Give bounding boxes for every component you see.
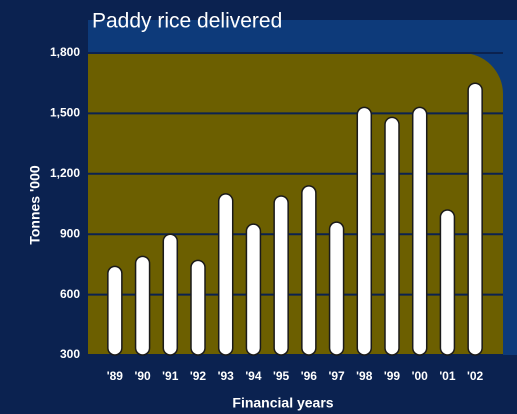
x-tick-label: '92 (190, 369, 207, 383)
bar (301, 185, 317, 356)
y-tick-label: 300 (60, 347, 80, 361)
y-axis-label: Tonnes '000 (27, 165, 43, 245)
bar (356, 106, 373, 356)
x-tick-label: '89 (107, 369, 124, 383)
bar (107, 265, 123, 356)
y-tick-label: 1,800 (50, 45, 80, 59)
chart-title: Paddy rice delivered (92, 10, 282, 33)
x-tick-label: '95 (273, 369, 290, 383)
x-tick-label: '00 (412, 369, 429, 383)
bar (245, 223, 262, 356)
y-tick-label: 1,200 (50, 166, 80, 180)
x-tick-label: '94 (245, 369, 262, 383)
x-tick-label: '96 (301, 369, 318, 383)
y-tick-label: 600 (60, 287, 80, 301)
y-tick-label: 1,500 (50, 106, 80, 120)
x-tick-label: '98 (356, 369, 373, 383)
x-tick-label: '97 (328, 369, 345, 383)
bar (328, 221, 345, 356)
bar (162, 233, 179, 356)
x-tick-label: '91 (162, 369, 179, 383)
bar (411, 106, 428, 356)
x-tick-label: '90 (134, 369, 151, 383)
x-tick-label: '01 (439, 369, 456, 383)
x-axis-label: Financial years (232, 395, 333, 411)
bar (134, 255, 151, 356)
y-tick-label: 900 (60, 226, 80, 240)
bar (439, 209, 456, 356)
bar (467, 82, 483, 356)
bar (273, 195, 289, 356)
bar (217, 193, 234, 356)
x-tick-label: '93 (218, 369, 235, 383)
x-tick-label: '99 (384, 369, 401, 383)
bar (384, 116, 400, 356)
bar (190, 259, 206, 356)
x-tick-label: '02 (467, 369, 484, 383)
